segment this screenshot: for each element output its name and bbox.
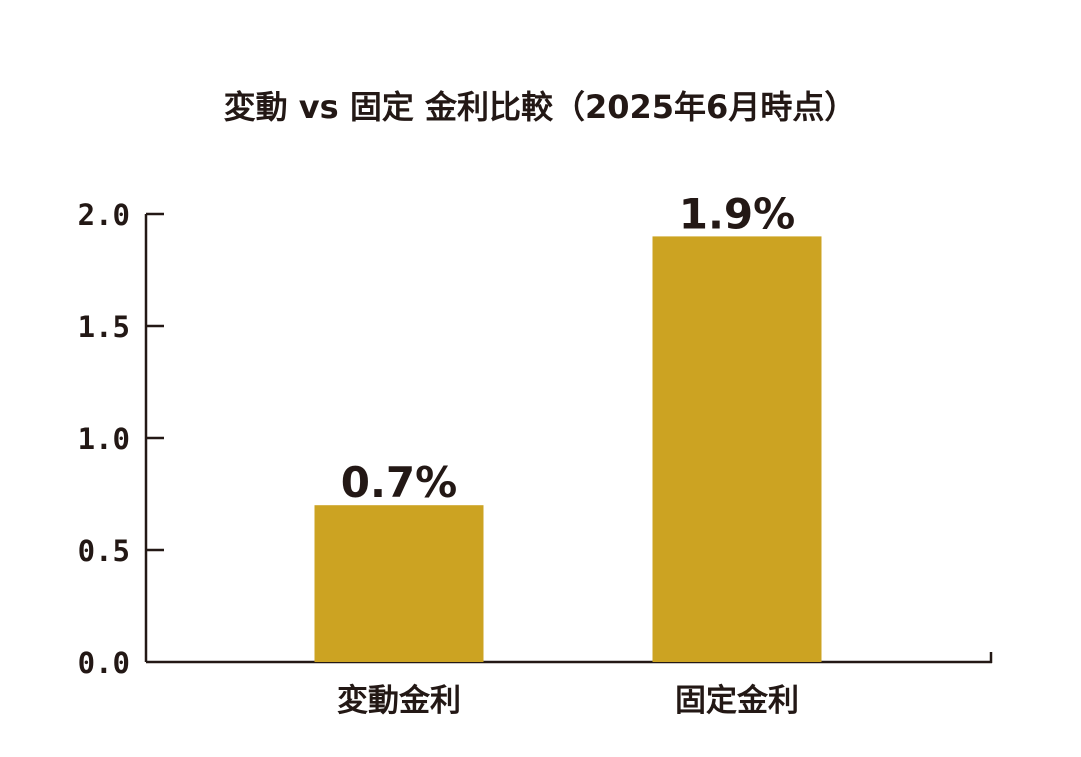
data-labels: 0.7% 1.9% <box>341 189 795 507</box>
chart-title: 変動 vs 固定 金利比較（2025年6月時点） <box>224 88 857 126</box>
category-labels: 変動金利 固定金利 <box>337 683 799 719</box>
y-ticks: 0.0 0.5 1.0 1.5 2.0 <box>78 198 164 680</box>
bar <box>314 505 484 662</box>
y-tick-label: 1.5 <box>78 310 130 344</box>
y-tick-label: 0.0 <box>78 646 130 680</box>
bar <box>652 236 822 662</box>
y-tick-label: 1.0 <box>78 422 130 456</box>
y-tick-label: 0.5 <box>78 534 130 568</box>
data-label: 0.7% <box>341 458 457 507</box>
bars <box>314 236 822 662</box>
data-label: 1.9% <box>679 189 795 238</box>
x-category-label: 変動金利 <box>337 683 461 719</box>
y-tick-label: 2.0 <box>78 198 130 232</box>
x-category-label: 固定金利 <box>675 683 799 719</box>
